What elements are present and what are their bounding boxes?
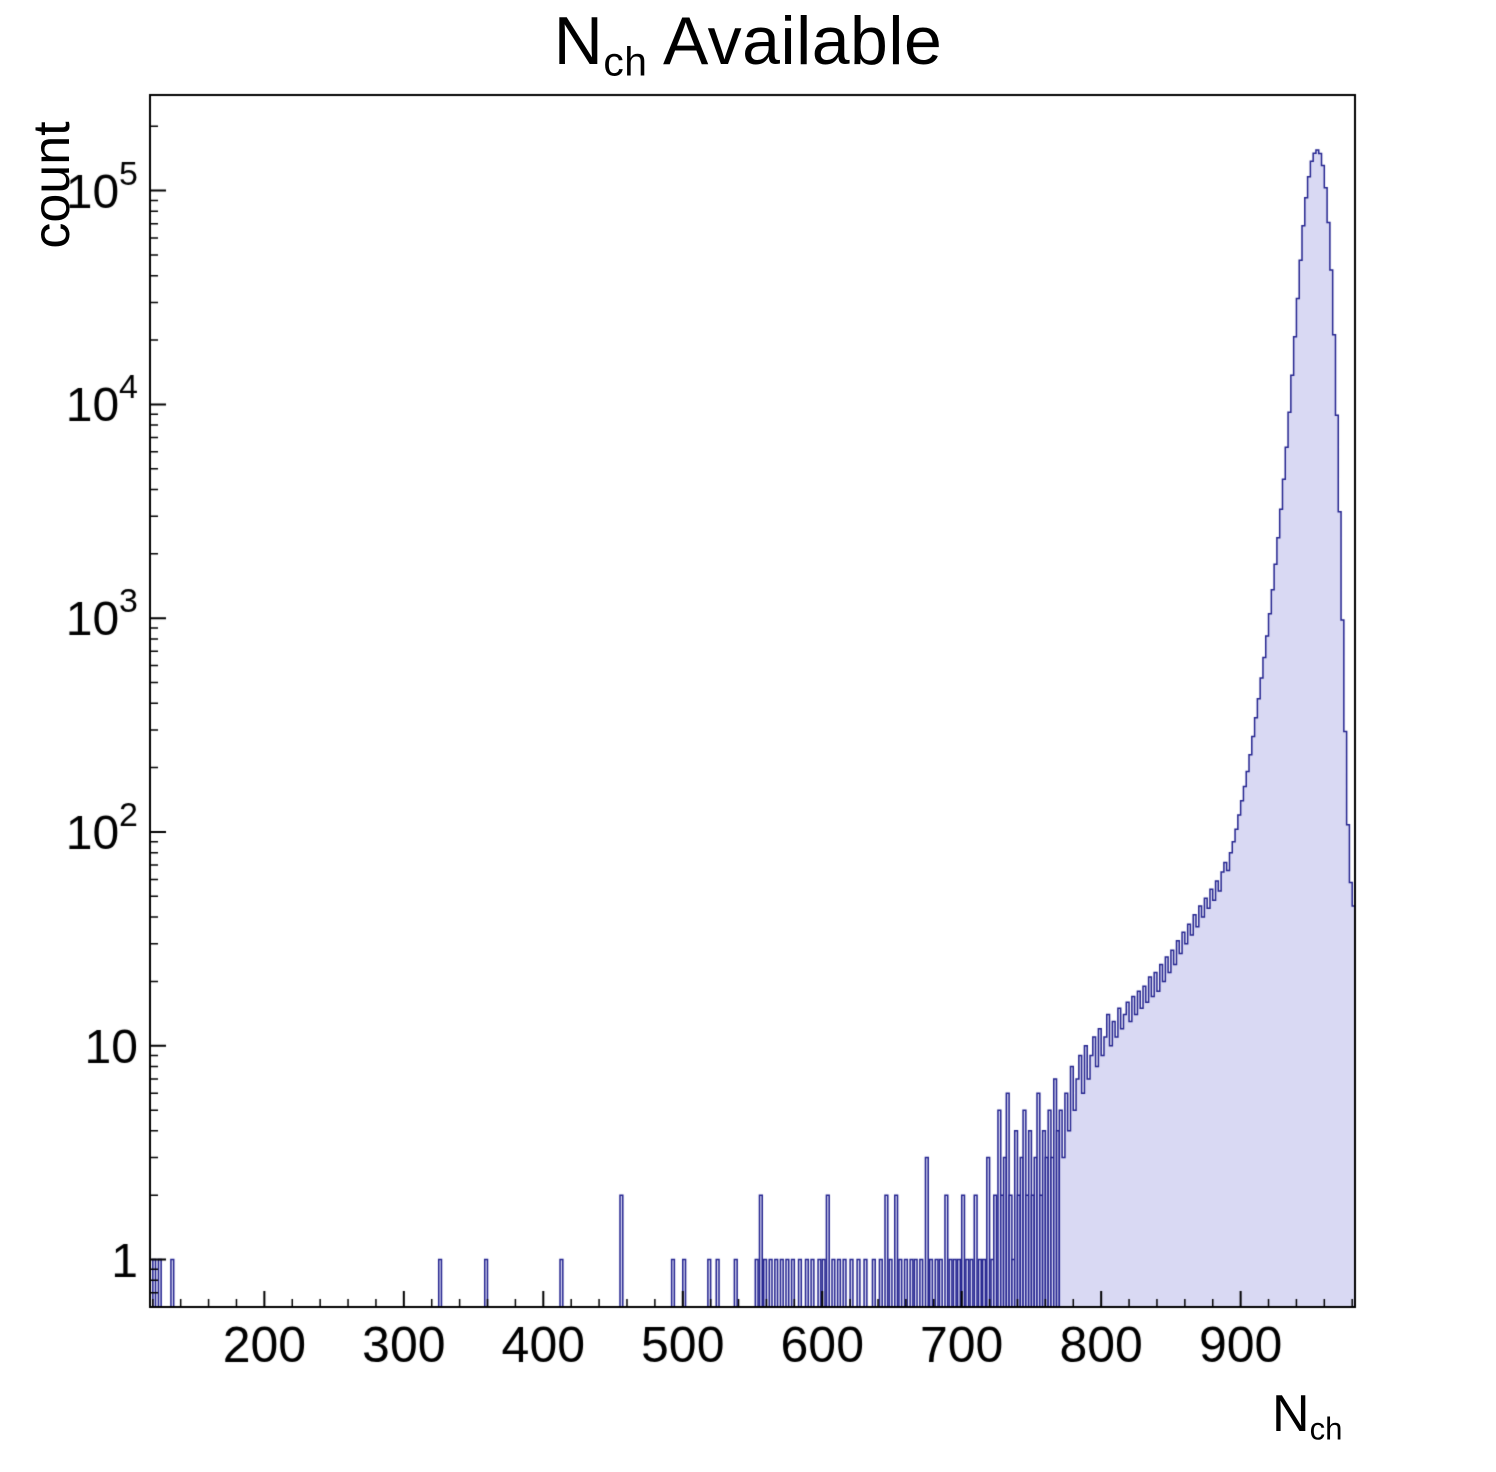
xlabel-subscript: ch bbox=[1309, 1411, 1343, 1447]
title-rest: Available bbox=[647, 3, 943, 79]
chart-title: Nch Available bbox=[0, 2, 1496, 85]
y-axis-title: count bbox=[23, 121, 81, 249]
x-axis-title: Nch bbox=[1272, 1384, 1343, 1448]
title-subscript: ch bbox=[603, 38, 648, 85]
xlabel-main: N bbox=[1272, 1385, 1310, 1443]
title-main: N bbox=[553, 3, 604, 79]
